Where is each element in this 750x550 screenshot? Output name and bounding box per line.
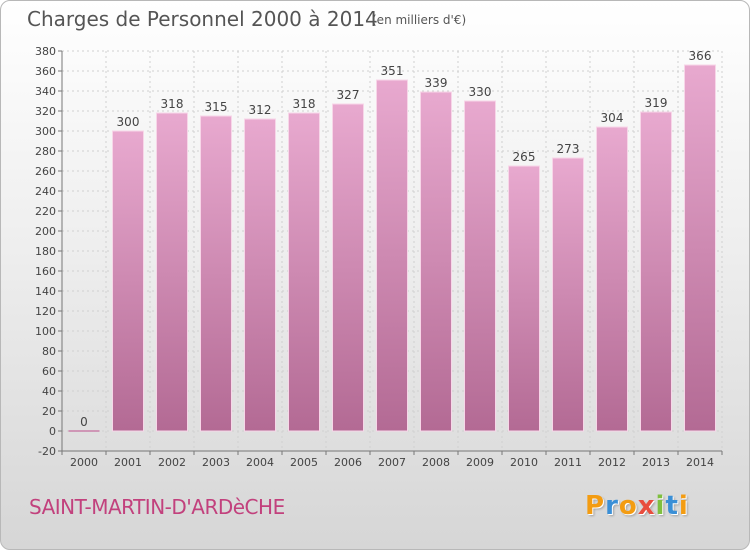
data-label: 318	[161, 97, 184, 111]
bar	[684, 64, 716, 432]
data-label: 351	[381, 64, 404, 78]
logo-letter: i	[655, 491, 666, 521]
data-label: 300	[117, 115, 140, 129]
bars	[68, 64, 716, 432]
logo-letter: r	[605, 491, 619, 521]
commune-name: SAINT-MARTIN-D'ARDèCHE	[29, 495, 285, 519]
y-tick-label: 360	[35, 65, 56, 78]
chart-subtitle: (en milliers d'€)	[372, 13, 467, 27]
logo-letter: i	[678, 491, 689, 521]
x-tick-label: 2013	[642, 456, 670, 469]
x-tick-label: 2009	[466, 456, 494, 469]
y-tick-label: 260	[35, 165, 56, 178]
data-label: 339	[425, 76, 448, 90]
data-label: 319	[645, 96, 668, 110]
y-tick-label: 320	[35, 105, 56, 118]
bar	[508, 165, 540, 432]
x-tick-label: 2003	[202, 456, 230, 469]
x-tick-label: 2012	[598, 456, 626, 469]
y-tick-label: 240	[35, 185, 56, 198]
bar	[376, 79, 408, 432]
data-label: 273	[557, 142, 580, 156]
x-tick-label: 2000	[70, 456, 98, 469]
y-tick-label: 380	[35, 45, 56, 58]
y-tick-label: 120	[35, 305, 56, 318]
data-label: 312	[249, 103, 272, 117]
y-tick-label: 0	[49, 425, 56, 438]
labels: -20 0 20 40 60 80 100 120 140 160 180 200 220 240 260 2…	[35, 45, 714, 469]
data-label: 318	[293, 97, 316, 111]
y-tick-label: 140	[35, 285, 56, 298]
data-label: 315	[205, 100, 228, 114]
bar	[640, 111, 672, 432]
y-tick-label: 80	[42, 345, 56, 358]
bar	[596, 126, 628, 432]
x-tick-label: 2001	[114, 456, 142, 469]
y-tick-label: 160	[35, 265, 56, 278]
logo-letter: t	[665, 491, 679, 521]
data-label: 0	[80, 415, 88, 429]
y-tick-label: 340	[35, 85, 56, 98]
bar	[156, 112, 188, 432]
bar	[288, 112, 320, 432]
bar	[200, 115, 232, 432]
bar	[552, 157, 584, 432]
bar	[244, 118, 276, 432]
x-tick-label: 2006	[334, 456, 362, 469]
x-tick-label: 2014	[686, 456, 714, 469]
x-tick-label: 2002	[158, 456, 186, 469]
logo-letter: o	[618, 491, 638, 521]
bar	[420, 91, 452, 432]
y-tick-label: 40	[42, 385, 56, 398]
chart-title: Charges de Personnel 2000 à 2014	[27, 7, 378, 31]
y-tick-label: 100	[35, 325, 56, 338]
y-tick-label: 180	[35, 245, 56, 258]
y-tick-label: 220	[35, 205, 56, 218]
x-tick-label: 2007	[378, 456, 406, 469]
y-tick-label: 280	[35, 145, 56, 158]
data-label: 327	[337, 88, 360, 102]
axes	[58, 50, 723, 455]
data-label: 265	[513, 150, 536, 164]
x-tick-label: 2011	[554, 456, 582, 469]
data-label: 366	[689, 49, 712, 63]
y-tick-label: 20	[42, 405, 56, 418]
y-tick-label: 300	[35, 125, 56, 138]
logo-letter: x	[637, 491, 656, 521]
y-tick-label: 60	[42, 365, 56, 378]
x-tick-label: 2008	[422, 456, 450, 469]
proxiti-logo[interactable]: Proxiti	[585, 491, 689, 521]
data-label: 304	[601, 111, 624, 125]
data-label: 330	[469, 85, 492, 99]
logo-letter: P	[585, 491, 606, 521]
bar	[332, 103, 364, 432]
x-tick-label: 2005	[290, 456, 318, 469]
x-tick-label: 2004	[246, 456, 274, 469]
bar	[112, 130, 144, 432]
y-tick-label: -20	[38, 445, 56, 458]
bar	[464, 100, 496, 432]
x-tick-label: 2010	[510, 456, 538, 469]
y-tick-label: 200	[35, 225, 56, 238]
